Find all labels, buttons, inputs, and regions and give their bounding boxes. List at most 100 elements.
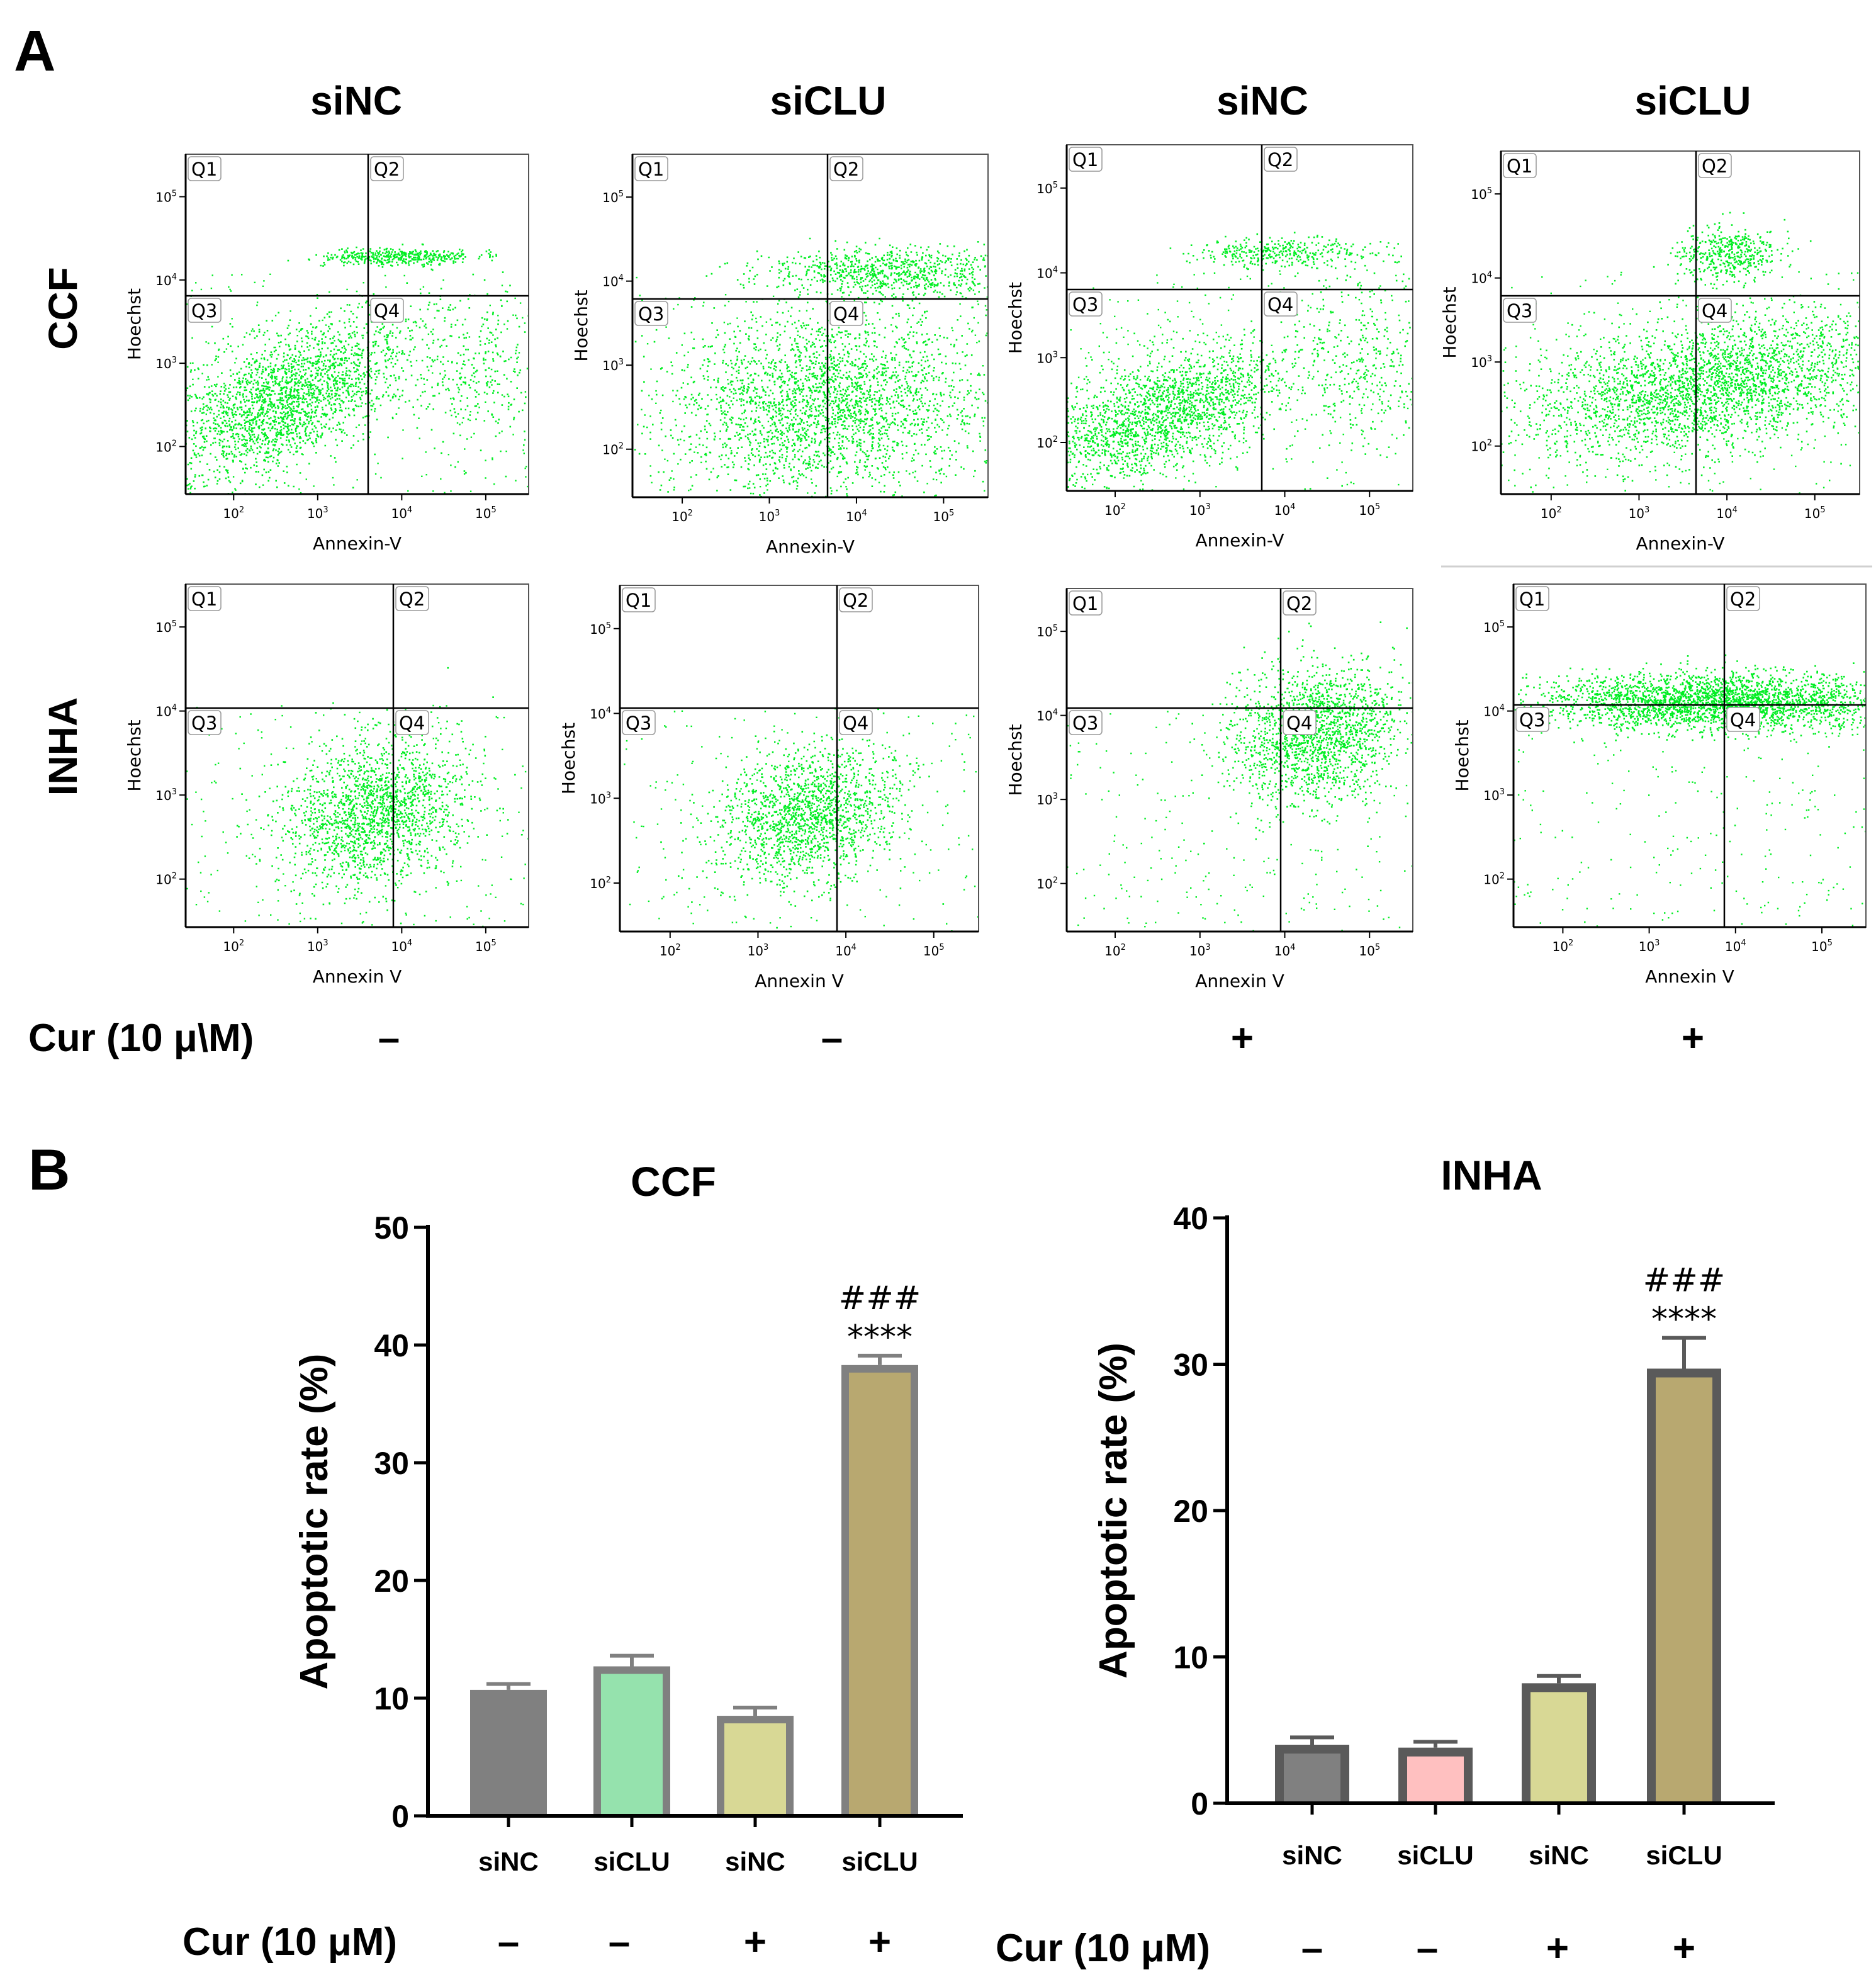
plot-frame (185, 154, 529, 495)
y-axis-label: Apoptotic rate (%) (1092, 1343, 1135, 1679)
quadrant-label-box (1503, 298, 1537, 323)
x-tick-label-2: siCLU (593, 1847, 670, 1876)
quadrant-label-q4: Q4 (1286, 712, 1312, 734)
chart-title: CCF (631, 1158, 716, 1205)
plot-frame (1513, 583, 1867, 928)
flow-plot-6: Q1 Q2 Q3 Q4 102 103 104 105 102 103 104 105 Hoechst A… (558, 585, 979, 991)
quadrant-label-q2: Q2 (843, 590, 868, 611)
x-tick-label: 102 (1553, 938, 1574, 954)
x-tick-label: 102 (1541, 505, 1562, 521)
scatter-dots (1067, 621, 1413, 932)
treatment-sign-2: – (609, 1920, 630, 1964)
flow-plot-1: Q1 Q2 Q3 Q4 102 103 104 105 102 103 104 105 Hoechst A… (124, 154, 529, 554)
significance-label: ### (1643, 1262, 1726, 1300)
significance-label: **** (847, 1319, 913, 1356)
scatter-dots (632, 237, 988, 497)
x-axis-label: Annexin-V (1195, 530, 1284, 551)
quadrant-label-q1: Q1 (626, 590, 651, 611)
y-tick-label: 102 (155, 439, 177, 454)
y-tick-label: 103 (1471, 354, 1492, 370)
y-tick-label: 102 (155, 872, 177, 887)
y-tick-label: 105 (1483, 619, 1505, 635)
quadrant-label-box (1069, 590, 1103, 616)
y-tick-label: 20 (1173, 1494, 1208, 1529)
x-axis-label: Annexin V (313, 966, 402, 987)
x-tick-label: 104 (1716, 505, 1738, 521)
quadrant-label-box (1726, 586, 1760, 611)
quadrant-label-q2: Q2 (833, 159, 859, 180)
y-tick-label: 103 (602, 358, 624, 373)
quadrant-label-box (1069, 147, 1103, 172)
treatment-sign-a-2: – (821, 1016, 843, 1060)
x-tick-label: 103 (307, 938, 329, 954)
quadrant-label-box (829, 301, 863, 326)
x-tick-label-3: siNC (725, 1847, 785, 1876)
scatter-points (186, 243, 529, 494)
quadrant-label-box (1503, 153, 1537, 178)
quadrant-label-box (839, 710, 873, 735)
column-title-3: siNC (1216, 78, 1308, 123)
quadrant-label-q1: Q1 (191, 159, 217, 180)
y-tick-label: 103 (1483, 787, 1505, 803)
y-tick-label: 102 (602, 442, 624, 458)
quadrant-label-q3: Q3 (626, 712, 651, 734)
treatment-sign-3: + (744, 1920, 767, 1964)
x-tick-label: 105 (1811, 938, 1833, 954)
bar-chart-inha: INHA Apoptotic rate (%) siNC – siCLU – siNC + si… (1092, 1152, 1775, 1970)
quadrant-label-box (839, 587, 873, 612)
y-tick-label: 105 (1471, 186, 1492, 202)
quadrant-label-q3: Q3 (1519, 709, 1545, 731)
quadrant-label-box (188, 710, 222, 735)
x-tick-label: 104 (391, 938, 412, 954)
quadrant-label-q2: Q2 (399, 588, 425, 610)
treatment-sign-4: + (868, 1920, 891, 1964)
quadrant-label-q3: Q3 (191, 300, 217, 322)
quadrant-label-box (1069, 291, 1103, 317)
x-tick-label: 103 (1189, 502, 1211, 518)
quadrant-label-box (370, 156, 404, 181)
scatter-dots (186, 667, 529, 927)
flow-plot-2: Q1 Q2 Q3 Q4 102 103 104 105 102 103 104 105 Hoechst A… (571, 154, 989, 557)
x-tick-label: 102 (671, 509, 693, 524)
y-axis-label: Hoechst (558, 723, 579, 794)
row-title-inha: INHA (40, 697, 86, 796)
plot-frame (1066, 588, 1413, 932)
y-tick-label: 105 (602, 189, 624, 205)
treatment-sign-a-3: + (1231, 1016, 1254, 1060)
quadrant-label-box (634, 301, 668, 326)
quadrant-label-q1: Q1 (638, 159, 664, 180)
x-tick-label: 103 (748, 943, 769, 959)
bar-4 (849, 1372, 911, 1816)
y-tick-label: 40 (1173, 1201, 1208, 1236)
quadrant-label-q4: Q4 (374, 300, 400, 322)
y-tick-label: 30 (374, 1446, 409, 1481)
quadrant-label-box (395, 586, 429, 611)
scatter-dots (1514, 654, 1866, 927)
scatter-dots (1501, 211, 1860, 494)
x-tick-label-1: siNC (478, 1847, 539, 1876)
y-tick-label: 50 (374, 1210, 409, 1246)
treatment-sign-4: + (1673, 1927, 1695, 1970)
quadrant-label-box (1283, 710, 1317, 735)
y-axis-label: Hoechst (1439, 286, 1460, 358)
treatment-sign-a-4: + (1682, 1016, 1704, 1060)
column-title-1: siNC (310, 78, 402, 123)
x-tick-label: 105 (475, 505, 497, 521)
y-axis-label: Hoechst (1005, 724, 1026, 796)
y-tick-label: 102 (1036, 435, 1058, 451)
treatment-sign-1: – (1301, 1927, 1323, 1970)
x-tick-label: 102 (660, 943, 681, 959)
y-tick-label: 104 (1036, 266, 1058, 281)
quadrant-label-box (1283, 590, 1317, 616)
quadrant-label-q1: Q1 (191, 588, 217, 610)
quadrant-label-q4: Q4 (843, 712, 868, 734)
x-tick-label-4: siCLU (841, 1847, 918, 1876)
bar-charts: CCF Apoptotic rate (%) siNC – siCLU – siNC + siC… (293, 1152, 1775, 1970)
x-axis-label: Annexin V (1645, 966, 1734, 987)
x-tick-label: 102 (1104, 502, 1126, 518)
x-tick-label: 104 (1274, 502, 1296, 518)
x-tick-label: 105 (1359, 502, 1380, 518)
quadrant-label-q3: Q3 (1072, 294, 1098, 315)
x-tick-label: 104 (835, 943, 857, 959)
x-tick-label: 102 (1104, 943, 1126, 959)
